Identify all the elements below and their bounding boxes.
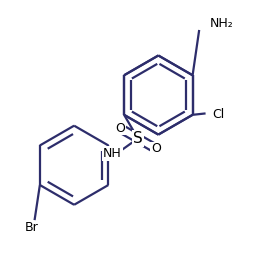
Text: NH₂: NH₂ — [209, 17, 233, 30]
Text: S: S — [133, 131, 143, 146]
Text: NH: NH — [103, 147, 122, 160]
Text: O: O — [115, 122, 125, 135]
Text: Cl: Cl — [212, 108, 224, 121]
Text: Br: Br — [24, 221, 38, 234]
Text: O: O — [151, 142, 161, 155]
